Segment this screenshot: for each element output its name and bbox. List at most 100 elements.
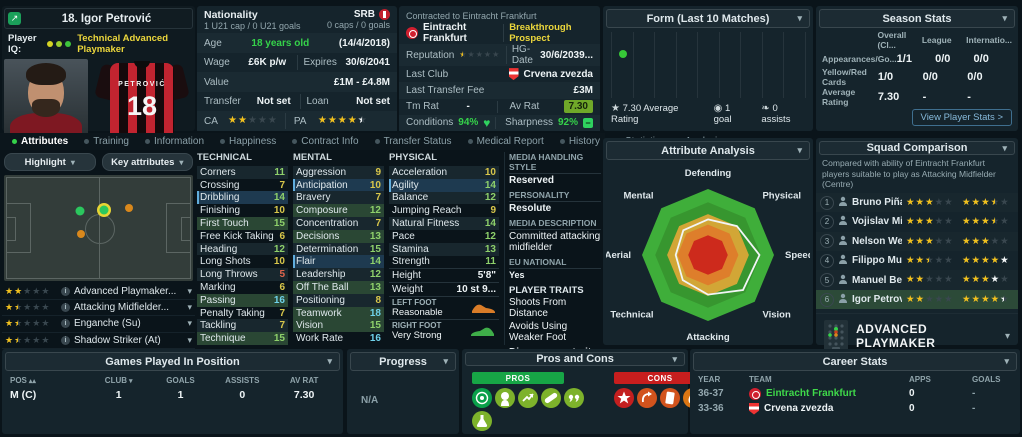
squad-comparison-description: Compared with ability of Eintracht Frank…: [822, 158, 996, 190]
boot-icon: ❧: [761, 103, 770, 114]
squad-comparison-panel: Squad Comparison ▾ Compared with ability…: [816, 138, 1018, 353]
player-avatar-icon: [838, 274, 848, 287]
tab-attributes[interactable]: Attributes: [4, 133, 76, 150]
tm-rat-value: -: [466, 101, 470, 113]
star-icon: ★: [492, 50, 500, 59]
pros-cons-header-dropdown[interactable]: Pros and Cons ▾: [465, 352, 685, 366]
cons-loan-icon: [637, 388, 657, 408]
view-player-stats-button[interactable]: View Player Stats >: [911, 109, 1012, 126]
role-row-enganche-su-[interactable]: ★★★★★★★i Enganche (Su) ▾: [2, 316, 195, 333]
star-icon: ★: [41, 302, 50, 313]
form-header-dropdown[interactable]: Form (Last 10 Matches) ▾: [606, 9, 810, 28]
player-iq-row: Player IQ: Technical Advanced Playmaker: [2, 31, 195, 57]
games-played-title: Games Played In Position: [105, 355, 240, 368]
attribute-row-positioning: Positioning 8: [293, 293, 384, 307]
chevron-down-icon[interactable]: ▾: [187, 286, 192, 297]
career-goals: -: [972, 388, 976, 399]
role-footer[interactable]: ADVANCED PLAYMAKER ▾: [816, 313, 1018, 358]
form-gridline: [761, 32, 763, 98]
role-stars: ★★★★★★★: [5, 319, 61, 328]
tab-bar: Attributes Training Information Happiness Co…: [0, 133, 722, 150]
attribute-value: 11: [274, 166, 285, 178]
attribute-analysis-header-dropdown[interactable]: Attribute Analysis ▾: [606, 141, 810, 160]
radar-axis-label: Mental: [623, 190, 653, 201]
star-icon: ★: [32, 334, 41, 345]
chevron-down-icon: ▾: [797, 145, 802, 155]
attribute-row-free-kick-taking: Free Kick Taking 6: [197, 230, 288, 243]
squad-comparison-header-dropdown[interactable]: Squad Comparison ▾: [819, 141, 1015, 155]
tab-happiness[interactable]: Happiness: [212, 133, 284, 150]
sort-desc-icon[interactable]: ▾: [129, 377, 133, 385]
star-icon: ★: [944, 196, 953, 208]
cons-banner: CONS: [614, 372, 706, 384]
games-played-header-dropdown[interactable]: Games Played In Position ▾: [5, 352, 340, 371]
expires-label: Expires: [303, 57, 337, 69]
attribute-row-concentration: Concentration 7: [293, 217, 384, 230]
season-stats-header-dropdown[interactable]: Season Stats ▾: [819, 9, 1015, 28]
progress-header-dropdown[interactable]: Progress ▾: [350, 352, 456, 371]
tab-label: Medical Report: [476, 136, 544, 147]
pros-bandage-icon: [541, 388, 561, 408]
tab-information[interactable]: Information: [137, 133, 212, 150]
role-stars: ★★★★★★★: [5, 287, 61, 296]
position-pitch[interactable]: [4, 175, 193, 281]
tab-transfer-status[interactable]: Transfer Status: [367, 133, 460, 150]
tab-training[interactable]: Training: [76, 133, 137, 150]
attribute-name: Marking: [200, 281, 236, 293]
player-traits-label: PLAYER TRAITS: [509, 285, 584, 296]
career-stats-header-dropdown[interactable]: Career Stats ▾: [693, 352, 1017, 371]
role-name: Enganche (Su): [74, 318, 141, 330]
attribute-value: 12: [369, 269, 381, 281]
progress-empty-value: N/A: [361, 395, 379, 406]
left-foot-row: LEFT FOOT Reasonable: [389, 296, 499, 319]
player-avatar-icon: [838, 235, 848, 248]
ca-stars: ★ ★ ★ ★ ★ ★ ★: [906, 275, 958, 285]
star-icon: ★★: [317, 115, 327, 127]
serbia-flag-icon: [379, 9, 390, 21]
pa-stars: ★★★★★★★★★★: [962, 295, 1014, 305]
table-row: 33-36 Crvena zvezda 0 -: [690, 401, 1020, 416]
attribute-value: 14: [484, 218, 496, 230]
attribute-row-dribbling: Dribbling 14: [197, 191, 288, 205]
hg-date-label: HG-Date: [511, 44, 533, 66]
chevron-down-icon: ▾: [443, 356, 448, 366]
chevron-down-icon[interactable]: ▾: [187, 318, 192, 329]
sort-asc-icon[interactable]: ▴▴: [28, 377, 36, 385]
attribute-name: Strength: [392, 256, 430, 268]
tab-medical-report[interactable]: Medical Report: [460, 133, 552, 150]
attribute-value: 10: [273, 256, 285, 268]
role-name: Advanced Playmaker...: [74, 286, 177, 298]
player-avatar-icon: [838, 254, 848, 267]
attribute-name: Long Throws: [200, 269, 258, 281]
pros-cons-panel: Pros and Cons ▾ PROS CONS: [462, 349, 706, 434]
form-title: Form (Last 10 Matches): [646, 12, 770, 25]
tab-history[interactable]: History: [552, 133, 608, 150]
role-row-advanced-playmaker-[interactable]: ★ ★ ★ ★ ★ ★ ★ i Advanced Playmaker... ▾: [2, 284, 195, 301]
info-icon: i: [61, 319, 70, 329]
key-attributes-dropdown[interactable]: Key attributes ▾: [101, 153, 193, 171]
star-icon: ★★: [915, 216, 925, 228]
info-icon: i: [61, 303, 70, 313]
media-description-label: MEDIA DESCRIPTION: [509, 218, 601, 230]
star-icon: ★: [934, 254, 944, 266]
form-assists: ❧ 0 assists: [761, 103, 791, 125]
weight-row: Weight 10 st 9...: [389, 282, 499, 296]
tab-dot-icon: [84, 139, 90, 144]
attribute-name: Pace: [392, 230, 415, 242]
tab-contract-info[interactable]: Contract Info: [284, 133, 366, 150]
chevron-down-icon[interactable]: ▾: [187, 334, 192, 345]
attribute-value: 6: [279, 230, 285, 242]
chevron-down-icon[interactable]: ▾: [187, 302, 192, 313]
star-icon: ★★: [962, 293, 971, 305]
av-rat-label: Av Rat: [509, 101, 540, 113]
pros-head-icon: [495, 388, 515, 408]
highlight-dropdown[interactable]: Highlight ▾: [4, 153, 96, 171]
